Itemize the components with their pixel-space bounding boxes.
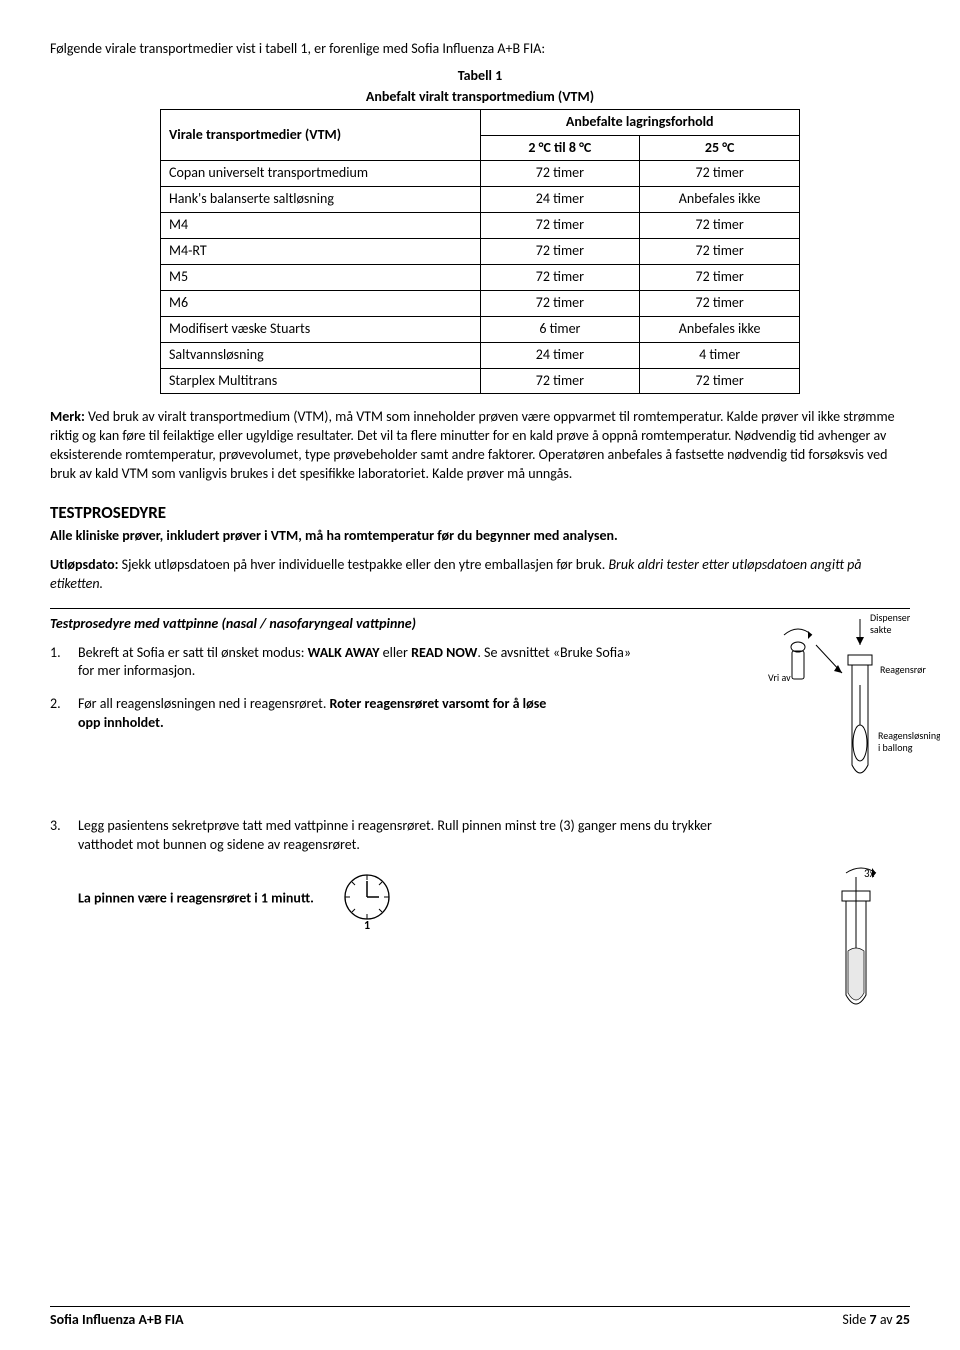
cell: 72 timer bbox=[480, 368, 640, 394]
diagram-swab-tube: 3x bbox=[826, 865, 896, 1035]
cell: 72 timer bbox=[640, 213, 800, 239]
intro-text: Følgende virale transportmedier vist i t… bbox=[50, 40, 910, 59]
cell: 72 timer bbox=[640, 161, 800, 187]
cell: M4-RT bbox=[161, 239, 481, 265]
cell: M5 bbox=[161, 265, 481, 291]
table-row: Saltvannsløsning24 timer4 timer bbox=[161, 342, 800, 368]
table-title-1: Tabell 1 bbox=[50, 67, 910, 86]
cell: 24 timer bbox=[480, 342, 640, 368]
step-2: 2. Før all reagensløsningen ned i reagen… bbox=[50, 695, 550, 733]
cell: 72 timer bbox=[640, 290, 800, 316]
cell: Copan universelt transportmedium bbox=[161, 161, 481, 187]
s3a: Legg pasientens sekretprøve tatt med vat… bbox=[78, 817, 730, 855]
utlops-label: Utløpsdato: bbox=[50, 556, 118, 573]
table-row: Starplex Multitrans72 timer72 timer bbox=[161, 368, 800, 394]
s1c: eller bbox=[380, 644, 412, 661]
th-left: Virale transportmedier (VTM) bbox=[161, 109, 481, 161]
label-reagenslosning-2: i ballong bbox=[878, 741, 913, 754]
vtm-table: Virale transportmedier (VTM) Anbefalte l… bbox=[160, 109, 800, 395]
testprosedyre-line1: Alle kliniske prøver, inkludert prøver i… bbox=[50, 527, 910, 546]
fr-b: 7 bbox=[870, 1311, 877, 1328]
cell: M6 bbox=[161, 290, 481, 316]
table-title-2: Anbefalt viralt transportmedium (VTM) bbox=[50, 88, 910, 107]
cell: 72 timer bbox=[640, 265, 800, 291]
fr-a: Side bbox=[842, 1311, 869, 1328]
cell: Modifisert væske Stuarts bbox=[161, 316, 481, 342]
utlops-paragraph: Utløpsdato: Sjekk utløpsdatoen på hver i… bbox=[50, 556, 910, 594]
label-vri-av: Vri av bbox=[768, 671, 791, 684]
cell: 72 timer bbox=[640, 239, 800, 265]
cell: Starplex Multitrans bbox=[161, 368, 481, 394]
cell: 72 timer bbox=[480, 265, 640, 291]
th-span: Anbefalte lagringsforhold bbox=[480, 109, 800, 135]
step-1-num: 1. bbox=[50, 644, 70, 663]
cell: 4 timer bbox=[640, 342, 800, 368]
cell: Hank's balanserte saltløsning bbox=[161, 187, 481, 213]
fr-c: av bbox=[877, 1311, 896, 1328]
cell: 72 timer bbox=[480, 239, 640, 265]
s1b: WALK AWAY bbox=[308, 644, 380, 661]
footer-left: Sofia Influenza A+B FIA bbox=[50, 1311, 184, 1330]
label-reagensror: Reagensrør bbox=[880, 663, 926, 676]
th-col2: 2 °C til 8 °C bbox=[480, 135, 640, 161]
table-row: M4-RT72 timer72 timer bbox=[161, 239, 800, 265]
table-row: Copan universelt transportmedium72 timer… bbox=[161, 161, 800, 187]
table-row: Hank's balanserte saltløsning24 timerAnb… bbox=[161, 187, 800, 213]
th-col3: 25 °C bbox=[640, 135, 800, 161]
label-dispenser-2: sakte bbox=[870, 623, 891, 636]
s1d: READ NOW bbox=[411, 644, 477, 661]
step-3: 3. Legg pasientens sekretprøve tatt med … bbox=[50, 817, 730, 929]
s1a: Bekreft at Sofia er satt til ønsket modu… bbox=[78, 644, 308, 661]
diagram-reagent-tube: Vri av Dispenser sakte Reagensrør Reagen… bbox=[760, 611, 940, 801]
step-1: 1. Bekreft at Sofia er satt til ønsket m… bbox=[50, 644, 650, 682]
divider bbox=[50, 608, 910, 609]
cell: Anbefales ikke bbox=[640, 316, 800, 342]
table-row: M672 timer72 timer bbox=[161, 290, 800, 316]
s3b: La pinnen være i reagensrøret i 1 minutt… bbox=[78, 889, 314, 906]
step-3-text: Legg pasientens sekretprøve tatt med vat… bbox=[78, 817, 730, 929]
svg-text:1: 1 bbox=[364, 919, 370, 929]
s2a: Før all reagensløsningen ned i reagensrø… bbox=[78, 695, 330, 712]
step-3-num: 3. bbox=[50, 817, 70, 836]
cell: 72 timer bbox=[480, 213, 640, 239]
footer-right: Side 7 av 25 bbox=[842, 1311, 910, 1330]
step-2-text: Før all reagensløsningen ned i reagensrø… bbox=[78, 695, 550, 733]
cell: 72 timer bbox=[480, 161, 640, 187]
page-footer: Sofia Influenza A+B FIA Side 7 av 25 bbox=[50, 1306, 910, 1330]
table-row: M572 timer72 timer bbox=[161, 265, 800, 291]
cell: Saltvannsløsning bbox=[161, 342, 481, 368]
diagram-clock: 1 bbox=[337, 869, 397, 929]
step-2-num: 2. bbox=[50, 695, 70, 714]
cell: Anbefales ikke bbox=[640, 187, 800, 213]
utlops-text1: Sjekk utløpsdatoen på hver individuelle … bbox=[118, 556, 608, 573]
table-row: M472 timer72 timer bbox=[161, 213, 800, 239]
merk-label: Merk: bbox=[50, 408, 85, 425]
merk-body: Ved bruk av viralt transportmedium (VTM)… bbox=[50, 408, 895, 482]
merk-paragraph: Merk: Ved bruk av viralt transportmedium… bbox=[50, 408, 910, 484]
cell: 6 timer bbox=[480, 316, 640, 342]
table-row: Modifisert væske Stuarts6 timerAnbefales… bbox=[161, 316, 800, 342]
cell: M4 bbox=[161, 213, 481, 239]
cell: 72 timer bbox=[640, 368, 800, 394]
cell: 24 timer bbox=[480, 187, 640, 213]
fr-d: 25 bbox=[896, 1311, 910, 1328]
testprosedyre-heading: TESTPROSEDYRE bbox=[50, 502, 910, 525]
cell: 72 timer bbox=[480, 290, 640, 316]
vtm-table-wrap: Tabell 1 Anbefalt viralt transportmedium… bbox=[50, 67, 910, 395]
step-1-text: Bekreft at Sofia er satt til ønsket modu… bbox=[78, 644, 650, 682]
